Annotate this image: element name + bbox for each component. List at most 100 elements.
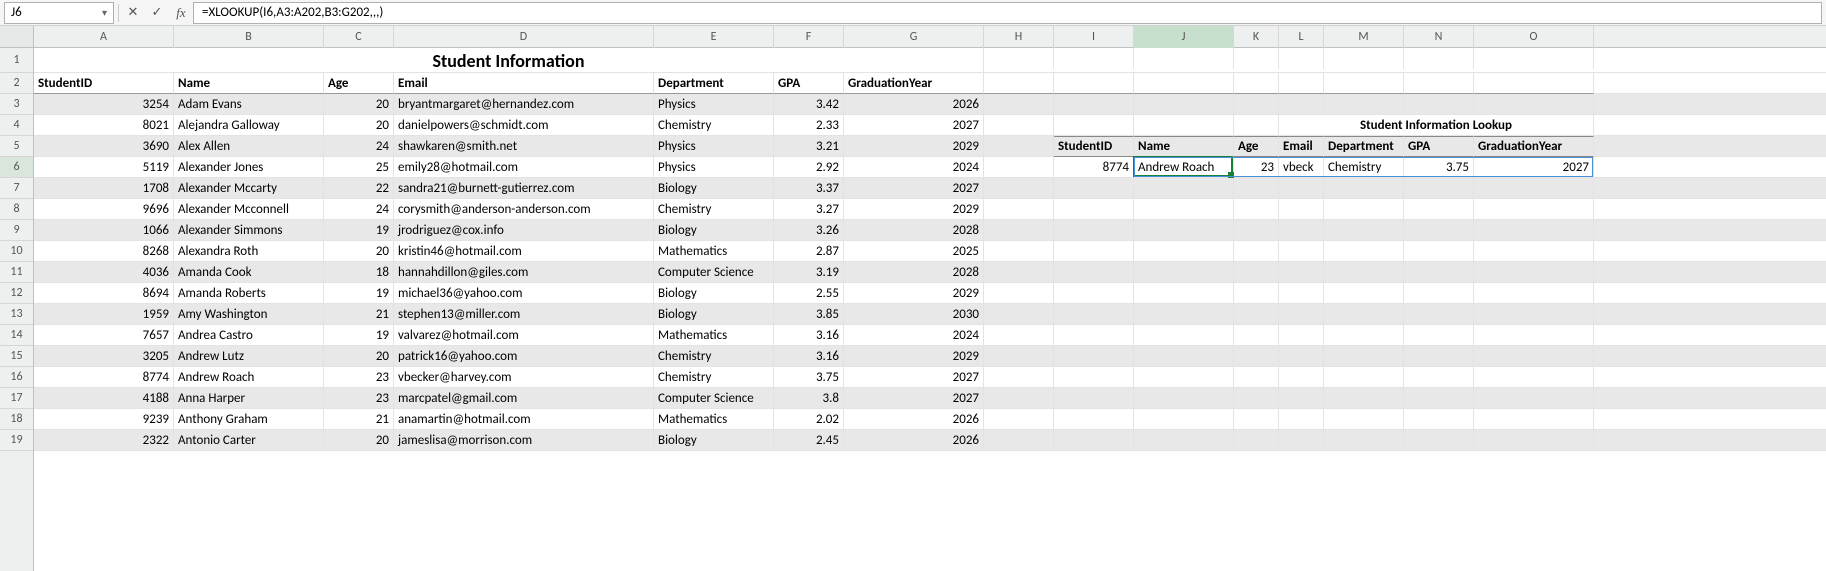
cell[interactable]: 20 [324,346,394,367]
cell[interactable]: 3690 [34,136,174,157]
cell[interactable]: 2029 [844,346,984,367]
cell[interactable]: kristin46@hotmail.com [394,241,654,262]
cell[interactable] [1404,325,1474,346]
cell[interactable] [1054,241,1134,262]
row-header-17[interactable]: 17 [0,388,33,409]
cell[interactable] [984,115,1054,136]
cell[interactable] [984,157,1054,178]
cell[interactable] [984,325,1054,346]
cell[interactable] [984,346,1054,367]
cell[interactable]: Anna Harper [174,388,324,409]
cell[interactable] [1404,220,1474,241]
cell[interactable]: Alexandra Roth [174,241,324,262]
cell[interactable]: 21 [324,304,394,325]
table-header[interactable]: Name [174,73,324,94]
cell[interactable] [1324,199,1404,220]
cell[interactable]: 3.16 [774,346,844,367]
cell[interactable] [1474,73,1594,94]
cell[interactable]: Alejandra Galloway [174,115,324,136]
cell[interactable]: Mathematics [654,409,774,430]
cell[interactable] [1279,178,1324,199]
cell[interactable] [1474,409,1594,430]
col-header-O[interactable]: O [1474,26,1594,48]
cell[interactable] [1234,241,1279,262]
cell[interactable] [1234,199,1279,220]
cell[interactable] [1474,388,1594,409]
cell[interactable] [1279,304,1324,325]
cell[interactable]: Biology [654,178,774,199]
cell[interactable]: 3.42 [774,94,844,115]
row-header-7[interactable]: 7 [0,178,33,199]
col-header-K[interactable]: K [1234,26,1279,48]
cell[interactable] [1234,409,1279,430]
cell[interactable]: Biology [654,283,774,304]
cell[interactable]: Mathematics [654,241,774,262]
cell[interactable]: 19 [324,220,394,241]
cell[interactable]: 2024 [844,157,984,178]
cell[interactable] [984,73,1054,94]
cell[interactable]: bryantmargaret@hernandez.com [394,94,654,115]
sheet[interactable]: ABCDEFGHIJKLMNO Student InformationStude… [34,26,1826,571]
cell[interactable] [1279,241,1324,262]
cell[interactable] [1234,346,1279,367]
cell[interactable] [1404,409,1474,430]
cell[interactable] [1054,388,1134,409]
cell[interactable]: michael36@yahoo.com [394,283,654,304]
accept-icon[interactable]: ✓ [145,2,169,24]
cell[interactable]: 5119 [34,157,174,178]
cell[interactable]: 9239 [34,409,174,430]
lookup-cell[interactable]: Andrew Roach [1134,157,1234,178]
cell[interactable] [1134,430,1234,451]
cell[interactable] [1279,325,1324,346]
lookup-cell[interactable]: Chemistry [1324,157,1404,178]
lookup-header[interactable]: Department [1324,136,1404,157]
row-header-1[interactable]: 1 [0,48,33,73]
cell[interactable] [984,430,1054,451]
cell[interactable]: 9696 [34,199,174,220]
col-header-C[interactable]: C [324,26,394,48]
cell[interactable] [1474,367,1594,388]
lookup-header[interactable]: Email [1279,136,1324,157]
cell[interactable] [984,94,1054,115]
cell[interactable]: 2027 [844,178,984,199]
cell[interactable] [1234,48,1279,69]
cell[interactable] [984,304,1054,325]
cell[interactable] [1279,73,1324,94]
table-header[interactable]: StudentID [34,73,174,94]
cell[interactable]: sandra21@burnett-gutierrez.com [394,178,654,199]
cell[interactable] [1234,115,1279,136]
cell[interactable]: 3205 [34,346,174,367]
cell[interactable]: 2029 [844,136,984,157]
cell[interactable]: jameslisa@morrison.com [394,430,654,451]
cell[interactable] [1279,94,1324,115]
cell[interactable]: 18 [324,262,394,283]
cell[interactable]: 2028 [844,262,984,283]
cell[interactable] [1324,304,1404,325]
cell[interactable]: patrick16@yahoo.com [394,346,654,367]
cell[interactable] [1324,388,1404,409]
cell[interactable] [984,262,1054,283]
cell[interactable] [1404,262,1474,283]
cell[interactable] [1404,388,1474,409]
cell[interactable]: Andrea Castro [174,325,324,346]
row-header-14[interactable]: 14 [0,325,33,346]
cell[interactable] [1234,73,1279,94]
cell[interactable] [1134,241,1234,262]
cell[interactable] [1134,73,1234,94]
cell[interactable]: anamartin@hotmail.com [394,409,654,430]
col-header-M[interactable]: M [1324,26,1404,48]
cell[interactable]: 2024 [844,325,984,346]
cell[interactable] [1474,262,1594,283]
cell[interactable]: 3.16 [774,325,844,346]
cell[interactable]: 2.55 [774,283,844,304]
cell[interactable] [1324,220,1404,241]
lookup-header[interactable]: StudentID [1054,136,1134,157]
cell[interactable] [1474,220,1594,241]
cell[interactable]: Alexander Simmons [174,220,324,241]
cell[interactable]: 1708 [34,178,174,199]
cell[interactable] [1054,199,1134,220]
cell[interactable] [1474,304,1594,325]
cell[interactable] [1054,325,1134,346]
cell[interactable] [1134,409,1234,430]
cell[interactable] [1324,178,1404,199]
